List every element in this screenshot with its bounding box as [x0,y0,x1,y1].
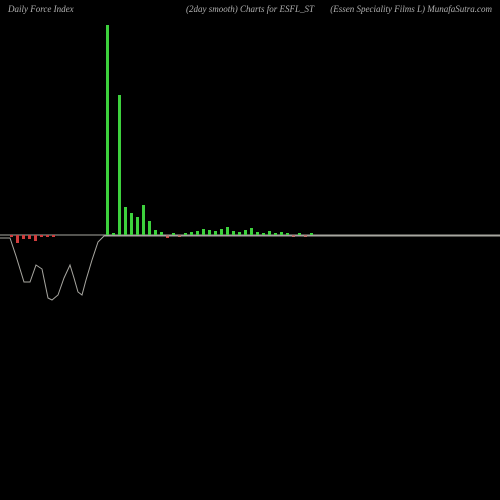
chart-header: Daily Force Index (2day smooth) Charts f… [0,4,500,14]
force-index-chart [0,20,500,500]
header-center-label: (2day smooth) Charts for ESFL_ST [186,4,314,14]
chart-svg [0,20,500,500]
header-right-label: (Essen Speciality Films L) MunafaSutra.c… [330,4,492,14]
header-left-label: Daily Force Index [8,4,74,14]
